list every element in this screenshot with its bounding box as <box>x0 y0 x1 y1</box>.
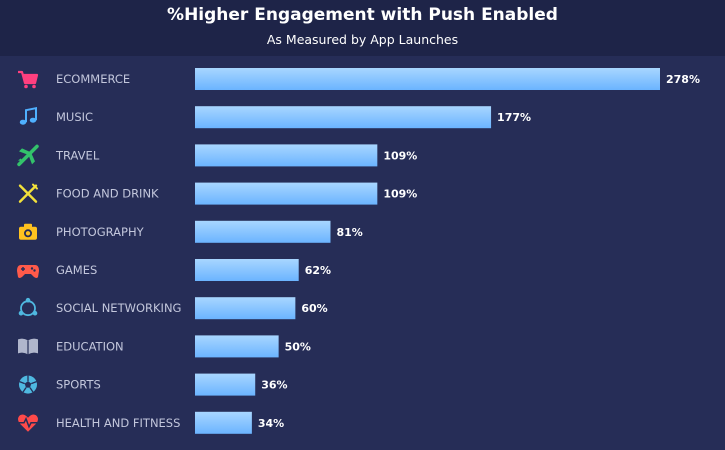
category-label-games: GAMES <box>56 263 97 277</box>
music-note-icon <box>19 106 37 125</box>
chart-header: %Higher Engagement with Push Enabled As … <box>0 0 725 56</box>
category-label-ecommerce: ECOMMERCE <box>56 72 130 86</box>
cart-icon <box>18 70 39 89</box>
category-label-sports: SPORTS <box>56 378 101 392</box>
bar-social-networking <box>195 297 296 320</box>
value-label-food-and-drink: 109% <box>383 188 417 201</box>
bar-music <box>195 106 492 129</box>
heart-pulse-icon <box>18 414 38 432</box>
value-label-health-and-fitness: 34% <box>258 417 284 430</box>
bar-sports <box>195 373 256 396</box>
category-label-music: MUSIC <box>56 110 93 124</box>
bar-health-and-fitness <box>195 411 252 434</box>
bar-food-and-drink <box>195 182 378 205</box>
value-label-education: 50% <box>285 340 311 353</box>
value-label-sports: 36% <box>261 379 287 392</box>
bar-photography <box>195 220 331 243</box>
category-label-education: EDUCATION <box>56 339 124 353</box>
category-label-food-and-drink: FOOD AND DRINK <box>56 187 159 201</box>
value-label-photography: 81% <box>336 226 362 239</box>
book-icon <box>18 338 38 355</box>
bar-education <box>195 335 279 358</box>
chart-subtitle: As Measured by App Launches <box>266 32 459 47</box>
value-label-social-networking: 60% <box>301 302 327 315</box>
chart-title: %Higher Engagement with Push Enabled <box>167 5 558 25</box>
gamepad-icon <box>17 265 39 278</box>
network-icon <box>18 297 38 317</box>
bar-ecommerce <box>195 68 660 90</box>
fork-knife-icon <box>18 183 38 203</box>
bar-games <box>195 259 299 281</box>
airplane-icon <box>17 144 39 167</box>
camera-icon <box>19 223 37 240</box>
category-label-social-networking: SOCIAL NETWORKING <box>56 301 181 315</box>
category-label-health-and-fitness: HEALTH AND FITNESS <box>56 416 180 430</box>
bar-travel <box>195 144 378 167</box>
category-label-photography: PHOTOGRAPHY <box>56 225 145 239</box>
value-label-ecommerce: 278% <box>666 73 700 86</box>
value-label-music: 177% <box>497 111 531 124</box>
value-label-travel: 109% <box>383 149 417 162</box>
category-label-travel: TRAVEL <box>55 148 100 162</box>
value-label-games: 62% <box>305 264 331 277</box>
soccer-ball-icon <box>19 375 37 394</box>
